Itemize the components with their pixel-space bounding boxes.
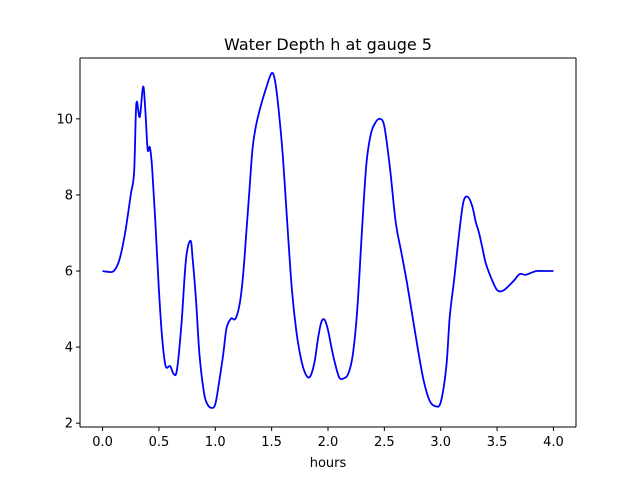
x-tick-label: 1.5 xyxy=(261,435,282,450)
data-layer xyxy=(102,72,554,409)
x-tick-label: 4.0 xyxy=(543,435,564,450)
x-tick-label: 2.0 xyxy=(318,435,339,450)
y-tick-label: 10 xyxy=(56,112,73,127)
x-tick-label: 2.5 xyxy=(374,435,395,450)
x-tick-label: 1.0 xyxy=(205,435,226,450)
y-tick-label: 8 xyxy=(65,188,73,203)
x-tick-label: 3.0 xyxy=(430,435,451,450)
series-line-0 xyxy=(102,72,554,409)
x-axis-label: hours xyxy=(310,456,347,471)
plot-area xyxy=(80,58,576,427)
y-axis-ticks: 2 4 6 8 10 xyxy=(56,112,80,432)
chart-title: Water Depth h at gauge 5 xyxy=(224,35,432,54)
x-tick-label: 0.0 xyxy=(92,435,113,450)
x-axis-ticks: 0.0 0.5 1.0 1.5 2.0 2.5 3.0 3.5 4.0 xyxy=(92,427,564,450)
x-tick-label: 0.5 xyxy=(149,435,170,450)
x-tick-label: 3.5 xyxy=(487,435,508,450)
y-tick-label: 4 xyxy=(65,341,73,356)
y-tick-label: 2 xyxy=(65,417,73,432)
y-tick-label: 6 xyxy=(65,265,73,280)
